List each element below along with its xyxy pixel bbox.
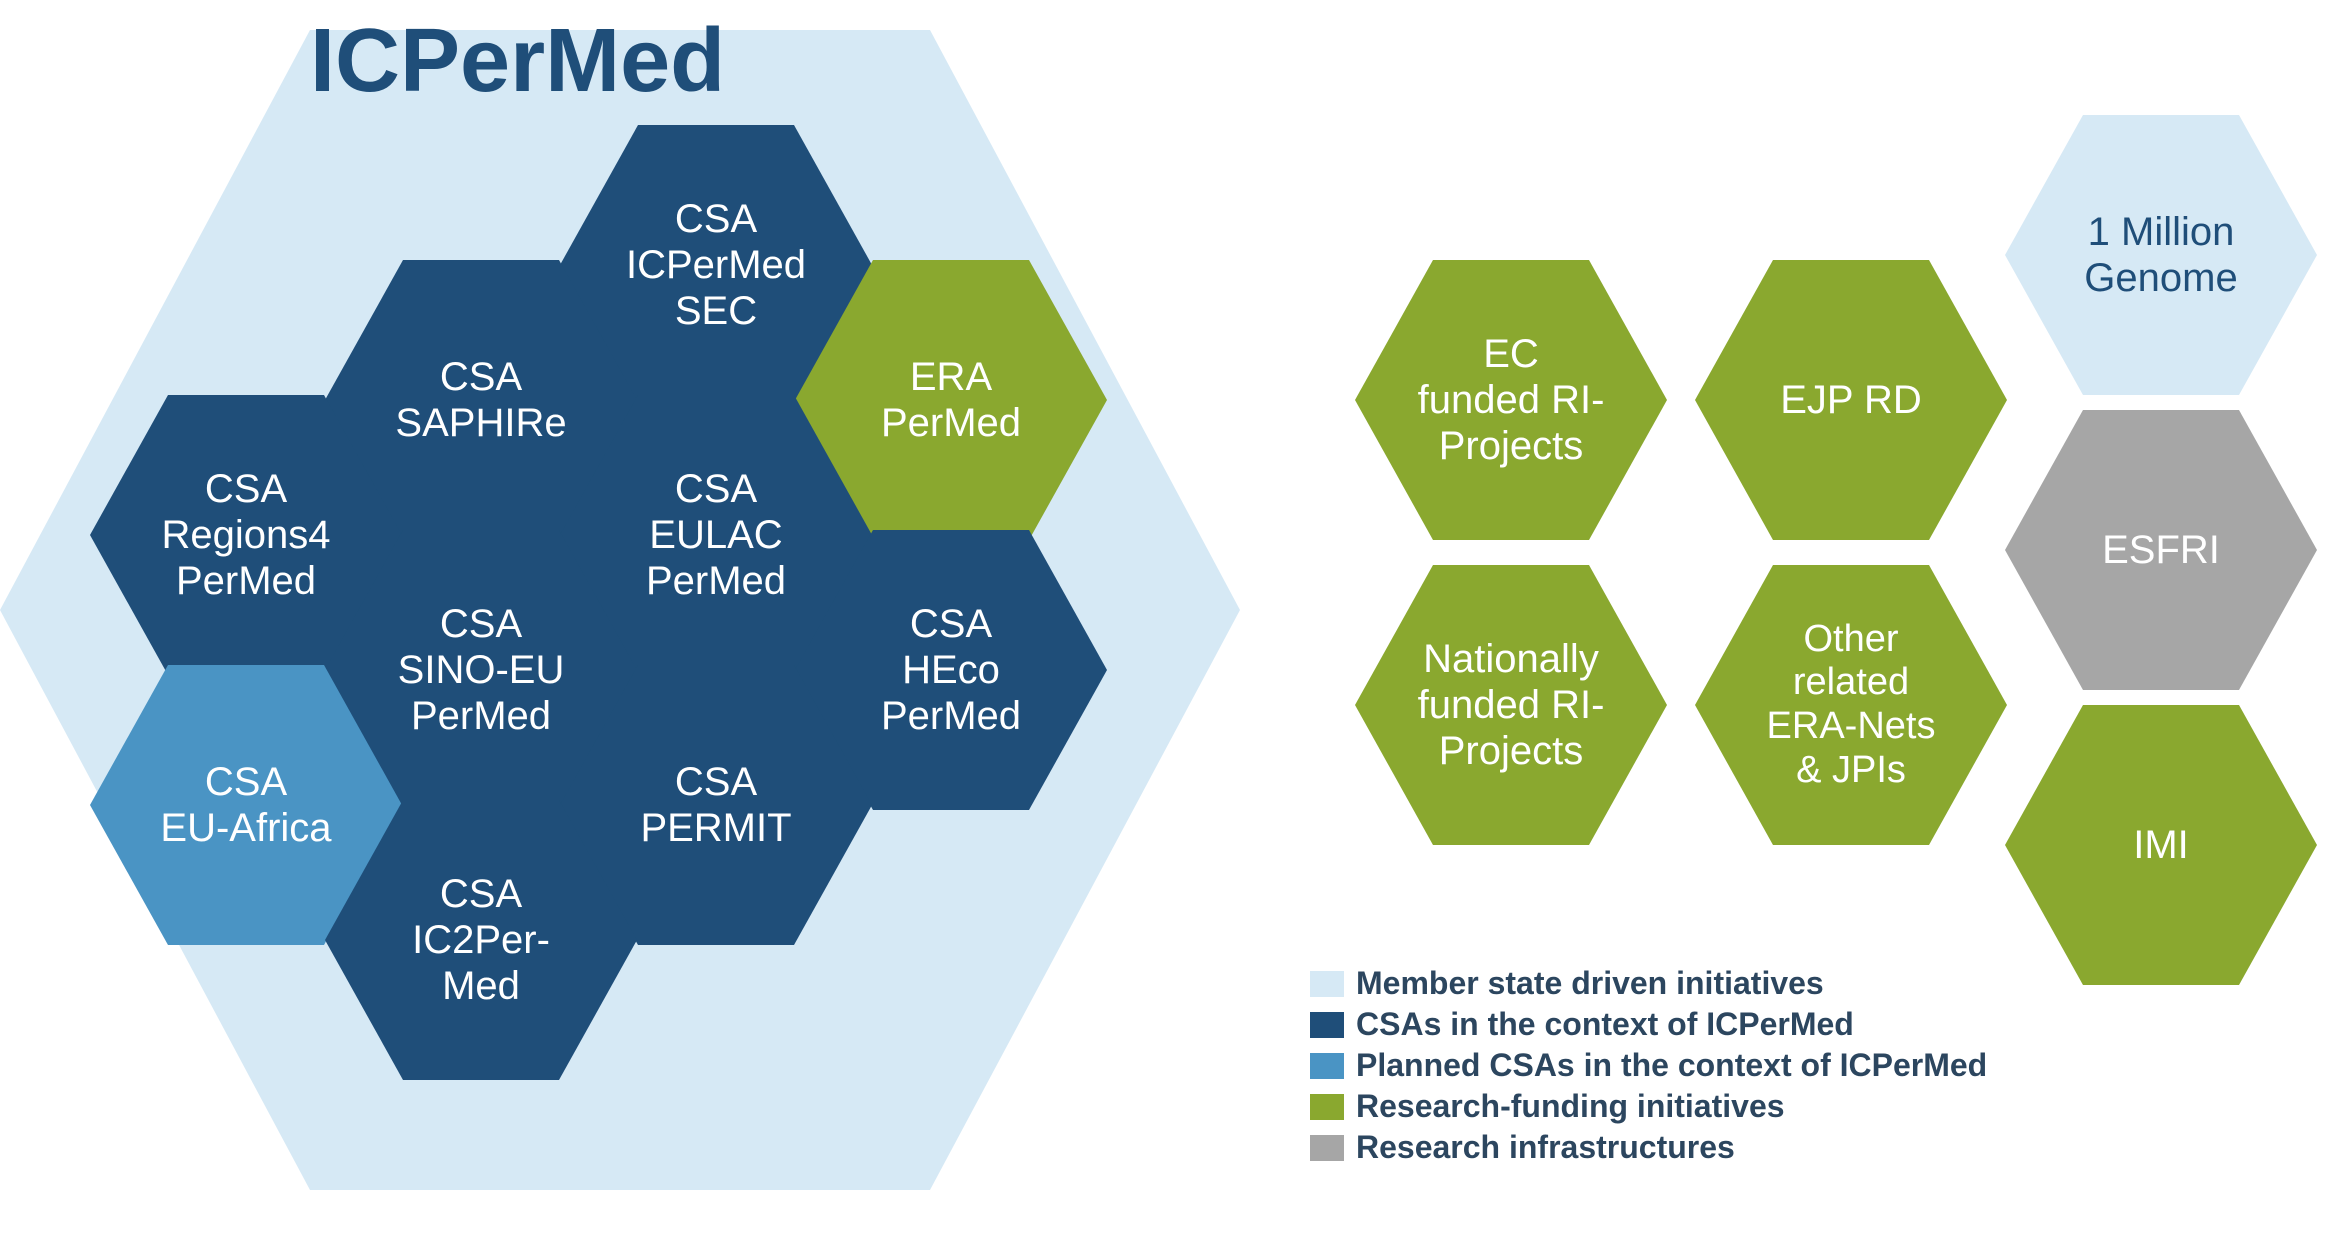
hex-label: CSAPERMIT: [588, 759, 844, 851]
diagram-canvas: ICPerMed CSAICPerMedSEC CSASAPHIRe ERAPerM…: [0, 0, 2343, 1243]
hex-ec-ri-projects: ECfunded RI-Projects: [1355, 260, 1667, 540]
hex-esfri: ESFRI: [2005, 410, 2317, 690]
legend-row: Research-funding initiatives: [1310, 1088, 1987, 1125]
hex-label: ECfunded RI-Projects: [1383, 331, 1639, 469]
legend-row: Member state driven initiatives: [1310, 965, 1987, 1002]
hex-label: CSASINO-EUPerMed: [353, 601, 609, 739]
hex-label: CSAIC2Per-Med: [353, 871, 609, 1009]
legend-swatch: [1310, 1012, 1344, 1038]
diagram-title: ICPerMed: [310, 10, 725, 113]
hex-label: OtherrelatedERA-Nets& JPIs: [1723, 618, 1979, 793]
hex-label: CSAEU-Africa: [118, 759, 374, 851]
hex-label: EJP RD: [1723, 377, 1979, 423]
hex-imi: IMI: [2005, 705, 2317, 985]
legend-row: Planned CSAs in the context of ICPerMed: [1310, 1047, 1987, 1084]
legend-swatch: [1310, 1053, 1344, 1079]
hex-label: CSAHEcoPerMed: [823, 601, 1079, 739]
hex-other-era-nets: OtherrelatedERA-Nets& JPIs: [1695, 565, 2007, 845]
legend-label: Research-funding initiatives: [1356, 1088, 1785, 1125]
hex-label: 1 MillionGenome: [2033, 209, 2289, 301]
hex-label: CSASAPHIRe: [353, 354, 609, 446]
legend-row: CSAs in the context of ICPerMed: [1310, 1006, 1987, 1043]
legend-label: Member state driven initiatives: [1356, 965, 1824, 1002]
legend-label: Planned CSAs in the context of ICPerMed: [1356, 1047, 1987, 1084]
hex-label: CSAEULACPerMed: [588, 466, 844, 604]
legend-label: CSAs in the context of ICPerMed: [1356, 1006, 1854, 1043]
legend-label: Research infrastructures: [1356, 1129, 1735, 1166]
hex-ejp-rd: EJP RD: [1695, 260, 2007, 540]
legend-swatch: [1310, 1094, 1344, 1120]
hex-label: ERAPerMed: [823, 354, 1079, 446]
hex-label: CSARegions4PerMed: [118, 466, 374, 604]
legend-swatch: [1310, 1135, 1344, 1161]
legend-row: Research infrastructures: [1310, 1129, 1987, 1166]
legend-swatch: [1310, 971, 1344, 997]
legend: Member state driven initiatives CSAs in t…: [1310, 965, 1987, 1170]
hex-label: Nationallyfunded RI-Projects: [1383, 636, 1639, 774]
hex-label: ESFRI: [2033, 527, 2289, 573]
hex-label: IMI: [2033, 822, 2289, 868]
hex-national-ri: Nationallyfunded RI-Projects: [1355, 565, 1667, 845]
hex-label: CSAICPerMedSEC: [588, 196, 844, 334]
hex-one-million-genome: 1 MillionGenome: [2005, 115, 2317, 395]
